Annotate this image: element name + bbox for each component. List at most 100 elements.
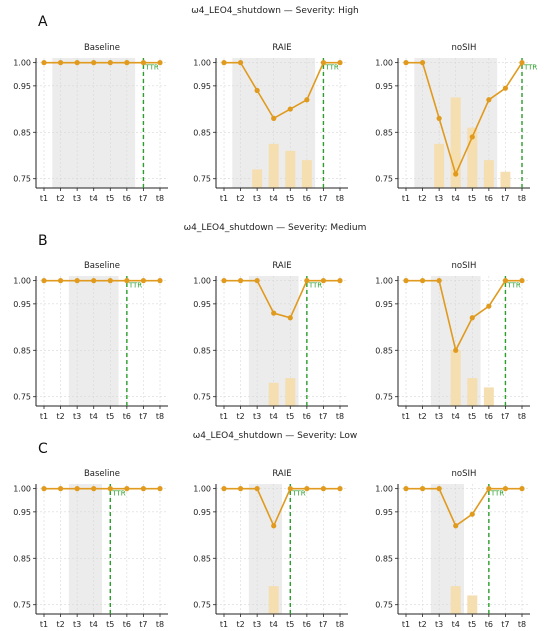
subplot-a-raie: RAIE 1.00 0.95 0.85 0.75 t1 t2 t3 t4 t5 t6 t7 t8 TTR	[193, 43, 348, 203]
data-point	[57, 60, 64, 66]
data-point	[469, 315, 475, 321]
y-tick-label: 1.00	[193, 485, 211, 494]
data-point	[91, 278, 97, 284]
subplot-c-raie: RAIE 1.00 0.95 0.85 0.75 t1 t2 t3 t4 t5 t6 t7 t8 TTR	[193, 469, 348, 629]
y-tick-label: 1.00	[375, 277, 393, 286]
ttr-label: TTR	[144, 64, 158, 72]
bar	[450, 350, 461, 406]
y-tick-label: 0.85	[375, 128, 393, 137]
x-tick-label: t7	[319, 620, 327, 629]
x-tick-label: t1	[220, 194, 228, 203]
x-tick-label: t3	[253, 412, 261, 421]
x-tick-label: t8	[518, 620, 526, 629]
subplot-b-raie: RAIE 1.00 0.95 0.85 0.75 t1 t2 t3 t4 t5 t6 t7 t8 TTR	[193, 261, 348, 421]
x-tick-label: t1	[40, 412, 48, 421]
subplot-c-baseline: Baseline 1.00 0.95 0.85 0.75 t1 t2 t3 t4 t5 t6 t7 t8…	[13, 469, 168, 629]
series-line	[406, 61, 523, 177]
y-tick-label: 1.00	[13, 277, 31, 286]
y-tick-label: 0.85	[13, 554, 31, 563]
y-tick-label: 0.85	[193, 128, 211, 137]
x-tick-label: t4	[90, 412, 98, 421]
row-title: ω4_LEO4_shutdown — Severity: High	[191, 6, 359, 16]
bar	[285, 378, 296, 406]
x-tick-label: t7	[139, 412, 147, 421]
y-tick-label: 0.95	[193, 300, 211, 309]
data-point	[469, 134, 475, 140]
data-point	[403, 60, 409, 66]
data-point	[304, 97, 310, 103]
x-tick-label: t7	[501, 620, 509, 629]
x-tick-label: t8	[518, 194, 526, 203]
data-point	[453, 347, 459, 353]
data-point	[337, 486, 343, 492]
panel-title: noSIH	[452, 469, 477, 479]
x-tick-label: t2	[56, 620, 64, 629]
data-point	[320, 486, 327, 492]
data-point	[403, 486, 409, 492]
data-point	[502, 486, 509, 492]
y-tick-label: 0.75	[193, 393, 211, 402]
x-tick-label: t3	[73, 194, 81, 203]
x-tick-label: t2	[418, 194, 426, 203]
subplot-b-nosih: noSIH 1.00 0.95 0.85 0.75 t1 t2 t3 t4 t5 t6 t7 t8 TTR	[375, 261, 530, 421]
x-tick-label: t8	[156, 194, 164, 203]
data-point	[486, 486, 492, 492]
x-tick-label: t6	[303, 412, 311, 421]
data-point	[124, 486, 130, 492]
data-point	[107, 278, 113, 284]
y-tick-label: 0.95	[13, 508, 31, 517]
bar	[467, 127, 478, 188]
data-point	[469, 511, 475, 517]
y-tick-label: 0.85	[13, 128, 31, 137]
data-point	[419, 486, 426, 492]
x-tick-label: t1	[220, 412, 228, 421]
x-tick-label: t5	[286, 620, 294, 629]
y-tick-label: 0.95	[13, 82, 31, 91]
bar	[268, 382, 279, 406]
data-point	[221, 486, 227, 492]
data-point	[57, 278, 64, 284]
y-tick-label: 0.95	[193, 508, 211, 517]
ttr-label: TTR	[128, 282, 142, 290]
y-tick-label: 0.95	[375, 82, 393, 91]
bar	[467, 378, 478, 406]
series-line	[406, 487, 522, 527]
y-tick-label: 0.75	[193, 175, 211, 184]
data-point	[237, 60, 244, 66]
x-tick-label: t8	[336, 194, 344, 203]
x-tick-label: t2	[418, 620, 426, 629]
data-point	[271, 523, 277, 529]
y-tick-label: 1.00	[375, 485, 393, 494]
y-tick-label: 0.85	[375, 346, 393, 355]
x-tick-label: t7	[319, 194, 327, 203]
x-tick-label: t3	[435, 194, 443, 203]
data-point	[403, 278, 409, 284]
y-tick-label: 0.95	[13, 300, 31, 309]
data-point	[419, 278, 426, 284]
data-point	[57, 486, 64, 492]
data-point	[254, 87, 260, 94]
data-point	[304, 278, 310, 284]
ttr-label: TTR	[490, 490, 504, 498]
x-tick-label: t3	[253, 194, 261, 203]
y-tick-label: 1.00	[13, 59, 31, 68]
y-tick-label: 0.95	[193, 82, 211, 91]
y-tick-label: 0.75	[13, 393, 31, 402]
x-tick-label: t5	[106, 194, 114, 203]
data-point	[486, 303, 492, 309]
panel-title: RAIE	[272, 261, 291, 271]
y-tick-label: 0.85	[13, 346, 31, 355]
data-point	[74, 60, 80, 66]
data-point	[237, 278, 244, 284]
series-line	[224, 487, 340, 528]
x-tick-label: t3	[253, 620, 261, 629]
y-tick-label: 0.75	[375, 175, 393, 184]
x-tick-label: t4	[452, 412, 460, 421]
x-tick-label: t7	[501, 194, 509, 203]
row-letter: B	[38, 233, 48, 249]
row-letter: A	[38, 14, 48, 30]
data-point	[436, 486, 442, 492]
y-tick-label: 1.00	[375, 59, 393, 68]
data-point	[486, 97, 492, 103]
